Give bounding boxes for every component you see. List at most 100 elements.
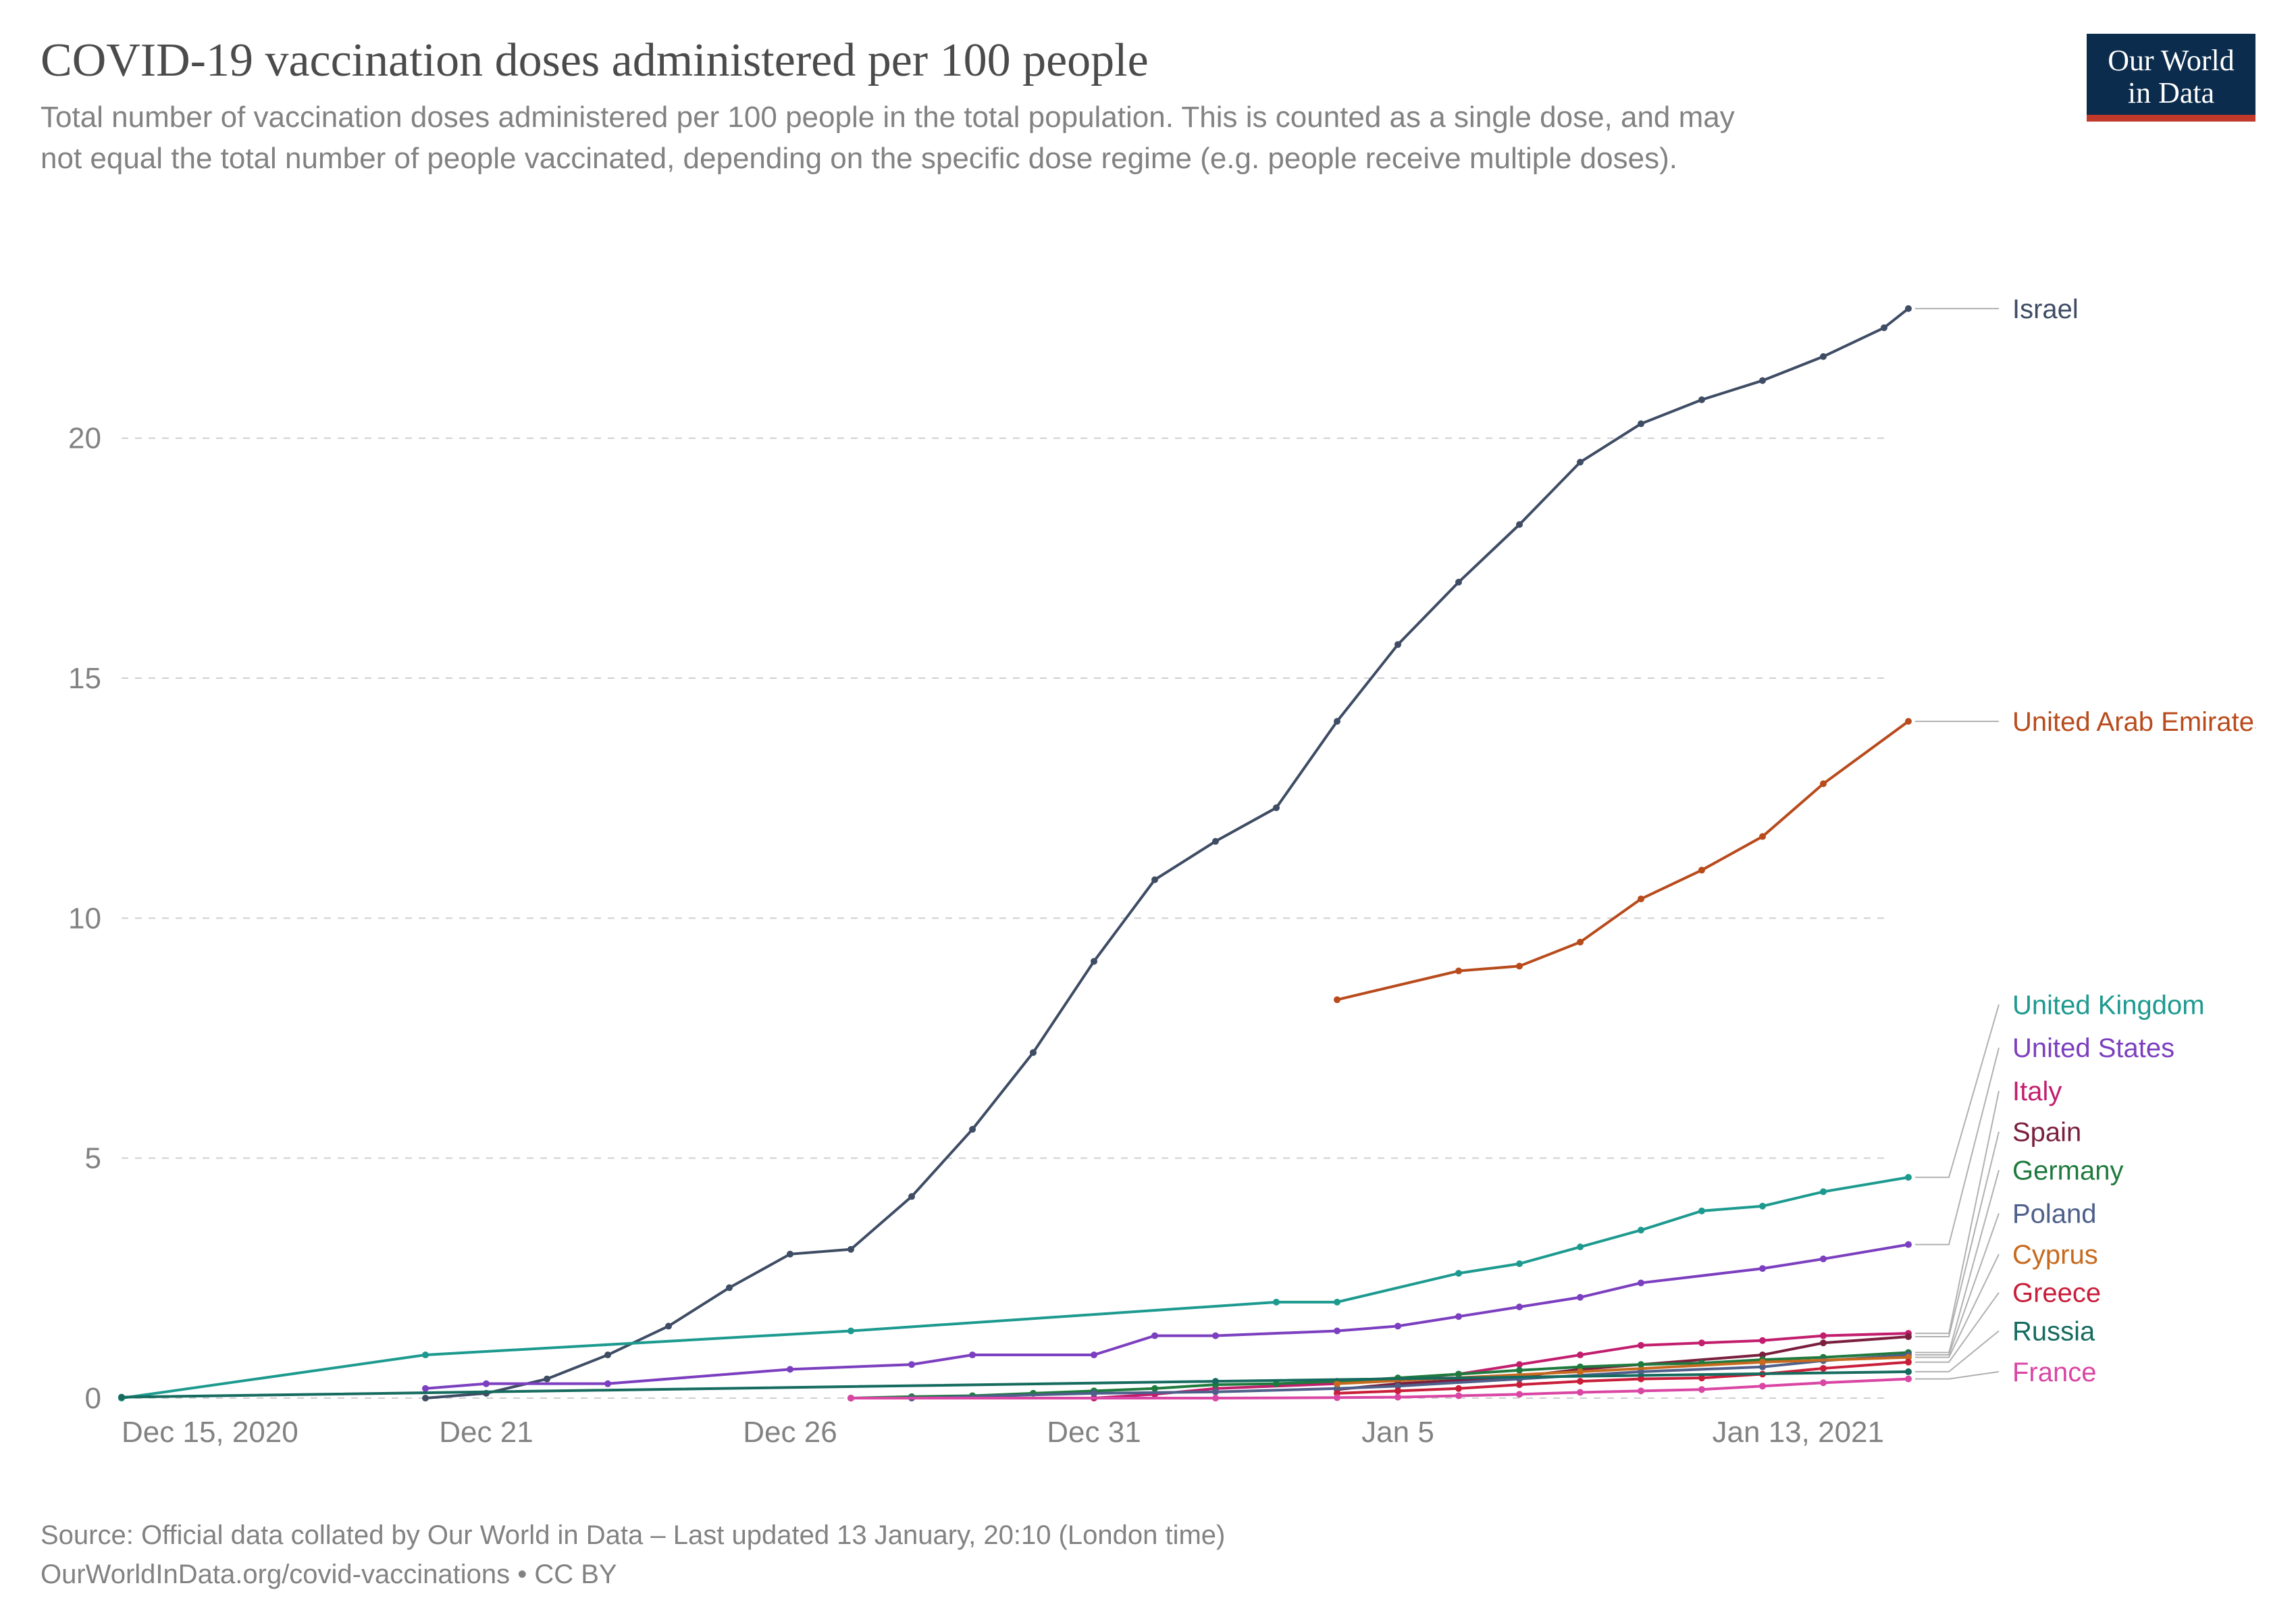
series-dot [1577,1243,1584,1250]
series-label-israel: Israel [2012,294,2079,324]
series-dot [1334,1328,1340,1335]
series-dot [1638,1361,1644,1368]
series-dot [1905,1333,1912,1340]
series-dot [1091,1352,1097,1358]
series-dot [1905,305,1912,312]
series-dot [1516,1381,1523,1388]
series-label-cyprus: Cyprus [2012,1240,2098,1270]
series-dot [1455,1313,1462,1320]
series-dot [1577,1294,1584,1301]
series-dot [726,1285,733,1291]
chart-area: 05101520 Dec 15, 2020Dec 21Dec 26Dec 31J… [41,243,2255,1472]
x-tick-label: Dec 26 [743,1416,837,1449]
series-label-russia: Russia [2012,1317,2095,1347]
leader-line [1915,1170,1999,1352]
series-label-united-arab-emirates: United Arab Emirates [2012,707,2255,737]
series-dot [908,1193,915,1200]
series-dot [1820,1333,1827,1339]
series-dot [1820,1365,1827,1372]
x-tick-label: Dec 31 [1047,1416,1141,1449]
series-line-united-arab-emirates [1337,721,1908,1000]
series-line-israel [425,309,1908,1398]
series-dot [1516,1391,1523,1397]
cc-line: OurWorldInData.org/covid-vaccinations • … [41,1555,1225,1594]
series-dot [1516,1304,1523,1310]
series-dot [1638,896,1644,902]
series-dot [1759,1265,1766,1272]
header: COVID-19 vaccination doses administered … [41,34,2255,179]
series-dot [1698,867,1705,873]
series-dot [1820,1339,1827,1346]
y-tick-label: 0 [85,1382,101,1415]
series-dot [1638,1279,1644,1286]
series-label-united-kingdom: United Kingdom [2012,990,2205,1020]
series-dot [1577,1378,1584,1385]
series-dot [847,1395,854,1401]
series-dot [1905,1241,1912,1248]
series-dot [1091,958,1097,964]
series-label-france: France [2012,1358,2097,1387]
y-tick-label: 10 [68,902,101,935]
series-dot [1455,1270,1462,1277]
series-dot [1334,996,1340,1003]
series-dot [1455,968,1462,975]
owid-logo: Our World in Data [2087,34,2255,122]
series-dot [604,1381,611,1387]
series-dot [1638,1227,1644,1233]
series-dot [1394,1387,1401,1394]
series-dot [1516,521,1523,528]
series-dot [1820,1188,1827,1195]
series-dot [1151,1385,1158,1392]
series-dot [1334,1394,1340,1401]
series-dot [665,1322,672,1329]
series-dot [1151,1333,1158,1339]
series-dot [1577,1389,1584,1395]
chart-title: COVID-19 vaccination doses administered … [41,34,2255,88]
series-dot [1151,877,1158,883]
series-dot [1273,1299,1280,1306]
series-dot [1905,1174,1912,1181]
series-dot [1759,1337,1766,1344]
x-tick-label: Jan 5 [1361,1416,1434,1449]
series-dot [847,1328,854,1335]
series-dot [1638,420,1644,427]
series-dot [969,1126,976,1133]
series-dot [1455,1392,1462,1399]
series-dot [1030,1049,1037,1056]
series-dot [1212,1378,1219,1385]
series-dot [969,1352,976,1358]
series-dot [787,1251,793,1258]
series-dot [1820,1256,1827,1262]
series-dot [1334,718,1340,725]
series-dot [1820,353,1827,360]
chart-footer: Source: Official data collated by Our Wo… [41,1516,1225,1594]
source-line: Source: Official data collated by Our Wo… [41,1516,1225,1555]
series-dot [908,1361,915,1368]
logo-line1: Our World [2108,44,2235,77]
series-label-italy: Italy [2012,1077,2062,1106]
series-dot [1516,1361,1523,1368]
logo-line2: in Data [2128,76,2214,109]
series-dot [604,1352,611,1358]
series-dot [118,1394,125,1401]
series-dot [1759,1383,1766,1389]
series-dot [1759,1359,1766,1366]
series-dot [1905,1376,1912,1383]
x-tick-label: Jan 13, 2021 [1713,1416,1884,1449]
series-dot [1820,780,1827,787]
series-dot [1905,1368,1912,1375]
y-tick-label: 15 [68,662,101,695]
series-dot [1394,1322,1401,1329]
series-dot [1455,579,1462,586]
series-dot [1698,396,1705,403]
series-dot [1516,1367,1523,1374]
series-dot [1212,1333,1219,1339]
series-dot [544,1376,550,1383]
series-line-italy [851,1333,1908,1398]
series-dot [1905,1359,1912,1366]
y-tick-label: 20 [68,422,101,455]
series-dot [1091,1390,1097,1397]
series-dot [1638,1342,1644,1349]
series-dot [1638,1387,1644,1394]
series-dot [787,1366,793,1372]
